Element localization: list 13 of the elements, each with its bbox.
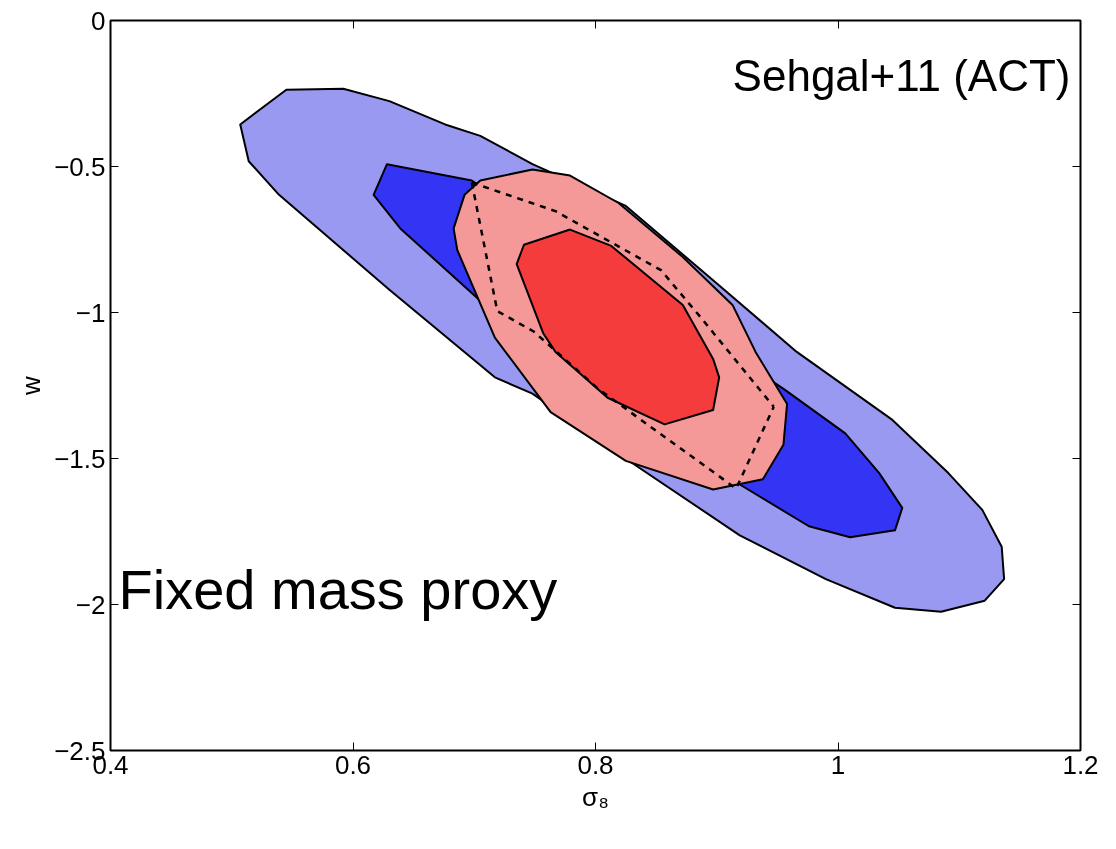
x-tick-label: 0.8 xyxy=(577,749,614,780)
y-axis-title: w xyxy=(16,375,47,396)
annotation: Sehgal+11 (ACT) xyxy=(732,50,1071,100)
x-tick-label: 0.6 xyxy=(334,749,372,780)
y-tick-label: 0 xyxy=(91,5,106,36)
x-tick-label: 1.2 xyxy=(1062,749,1099,780)
y-tick-label: −0.5 xyxy=(54,151,106,182)
y-tick-label: −1 xyxy=(75,297,106,328)
x-axis-title: σ₈ xyxy=(582,781,609,812)
annotation: Fixed mass proxy xyxy=(118,557,558,621)
x-tick-label: 1 xyxy=(830,749,846,780)
y-tick-label: −2 xyxy=(75,589,106,620)
y-tick-label: −1.5 xyxy=(54,443,106,474)
